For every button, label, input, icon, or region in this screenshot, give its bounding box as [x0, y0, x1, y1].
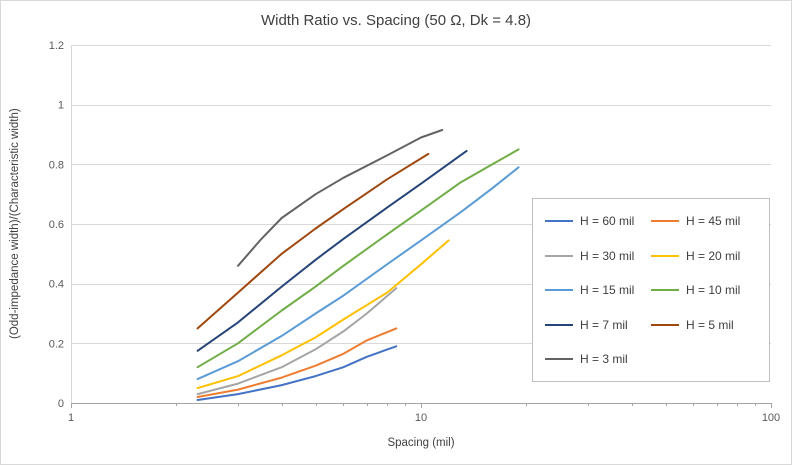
legend-line-swatch: [545, 358, 573, 360]
legend-item: H = 20 mil: [651, 245, 757, 267]
series-line-h-5-mil: [196, 152, 430, 330]
legend-label: H = 10 mil: [686, 283, 741, 297]
series-line-h-15-mil: [196, 166, 520, 381]
legend-item: H = 5 mil: [651, 314, 757, 336]
legend-item: H = 15 mil: [545, 279, 651, 301]
series-line-h-7-mil: [196, 149, 468, 352]
x-tick-label: 1: [68, 412, 74, 424]
y-tick-label: 0.4: [49, 279, 64, 291]
legend-item: H = 45 mil: [651, 210, 757, 232]
legend-label: H = 7 mil: [580, 317, 628, 332]
legend-item: H = 60 mil: [545, 210, 651, 232]
x-tick-label: 10: [415, 412, 427, 424]
chart-title: Width Ratio vs. Spacing (50 Ω, Dk = 4.8): [260, 12, 532, 29]
legend-label: H = 30 mil: [580, 248, 635, 263]
legend-line-swatch: [651, 220, 679, 222]
legend-item: H = 3 mil: [545, 348, 651, 370]
legend-line-swatch: [545, 323, 573, 326]
x-axis-title: Spacing (mil): [387, 437, 455, 449]
legend-line-swatch: [651, 254, 679, 257]
y-tick-label: 0: [58, 398, 64, 410]
legend-label: H = 20 mil: [686, 248, 741, 263]
series-line-h-3-mil: [237, 129, 444, 267]
legend-item: H = 7 mil: [545, 314, 651, 336]
legend-label: H = 5 mil: [686, 317, 734, 332]
legend-item: H = 30 mil: [545, 245, 651, 267]
legend-line-swatch: [651, 323, 679, 326]
series-line-h-45-mil: [196, 327, 398, 398]
legend-line-swatch: [545, 220, 573, 222]
legend-item: H = 10 mil: [651, 279, 757, 301]
legend-label: H = 60 mil: [580, 214, 635, 228]
legend: H = 60 mil H = 45 mil H = 30 mil H = 20 mil…: [532, 198, 770, 382]
y-tick-label: 1: [58, 100, 64, 112]
legend-label: H = 45 mil: [686, 214, 741, 228]
series-line-h-10-mil: [196, 148, 520, 369]
legend-label: H = 3 mil: [580, 352, 628, 366]
series-line-h-60-mil: [196, 345, 398, 401]
legend-line-swatch: [545, 289, 573, 291]
series-line-h-30-mil: [196, 287, 398, 396]
y-tick-label: 0.6: [49, 219, 64, 231]
legend-line-swatch: [545, 254, 573, 257]
legend-label: H = 15 mil: [580, 283, 635, 297]
series-line-h-20-mil: [196, 239, 450, 390]
x-tick-label: 100: [762, 412, 780, 424]
y-tick-label: 1.2: [49, 40, 64, 52]
y-tick-label: 0.2: [49, 338, 64, 350]
legend-line-swatch: [651, 289, 679, 291]
y-tick-label: 0.8: [49, 159, 64, 171]
